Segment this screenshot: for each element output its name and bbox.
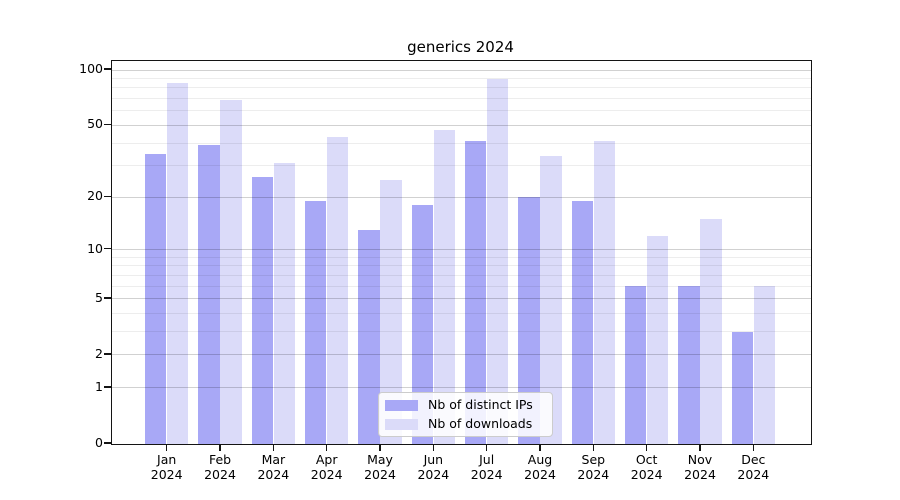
gridline-10	[112, 249, 811, 251]
x-tick-label-may: May 2024	[364, 452, 396, 482]
gridline-8	[112, 265, 811, 267]
y-tick-mark	[104, 123, 111, 126]
legend: Nb of distinct IPs Nb of downloads	[378, 392, 553, 437]
x-tick-mark	[485, 444, 488, 451]
x-tick-label-oct: Oct 2024	[630, 452, 663, 482]
bar-apr-ips	[305, 201, 327, 444]
x-tick-mark	[272, 444, 275, 451]
y-tick-mark	[104, 442, 111, 444]
bar-jul-ips	[465, 141, 487, 444]
gridline-30	[112, 165, 811, 167]
bar-nov-downloads	[700, 219, 722, 444]
bar-sep-downloads	[593, 141, 615, 444]
x-tick-label-apr: Apr 2024	[310, 452, 343, 482]
y-tick-mark	[104, 68, 111, 70]
bar-sep-ips	[571, 201, 594, 444]
bar-oct-ips	[625, 286, 647, 444]
y-tick-label-100: 100	[79, 61, 103, 77]
gridline-2	[112, 354, 811, 356]
y-tick-label-50: 50	[87, 116, 103, 132]
x-tick-mark	[325, 444, 328, 451]
gridline-6	[112, 285, 811, 287]
x-tick-mark	[432, 444, 435, 451]
bar-jun-ips	[411, 205, 434, 444]
legend-swatch-distinct-ips	[385, 399, 418, 411]
gridline-80	[112, 87, 811, 89]
gridline-9	[112, 256, 811, 258]
x-tick-mark	[539, 444, 541, 451]
bar-feb-ips	[198, 145, 220, 444]
legend-swatch-downloads	[385, 418, 418, 430]
gridline-70	[112, 98, 811, 100]
y-tick-label-2: 2	[95, 345, 103, 361]
bar-may-ips	[358, 230, 380, 444]
bar-feb-downloads	[220, 99, 242, 444]
gridline-40	[112, 142, 811, 144]
plot-area	[111, 60, 812, 445]
x-tick-label-mar: Mar 2024	[257, 452, 290, 482]
bar-aug-ips	[518, 197, 540, 444]
y-tick-mark	[104, 386, 111, 388]
x-tick-label-nov: Nov 2024	[684, 452, 716, 482]
bar-jun-downloads	[433, 130, 455, 444]
x-tick-label-jul: Jul 2024	[470, 452, 503, 482]
bar-jul-downloads	[486, 78, 509, 444]
x-tick-label-aug: Aug 2024	[524, 452, 556, 482]
bar-apr-downloads	[326, 137, 349, 444]
y-tick-mark	[104, 353, 111, 355]
y-tick-label-20: 20	[87, 188, 103, 204]
x-tick-mark	[379, 444, 381, 451]
bar-mar-ips	[251, 176, 274, 444]
gridline-60	[112, 110, 811, 112]
y-tick-mark	[104, 195, 111, 198]
legend-label-downloads: Nb of downloads	[428, 416, 533, 431]
x-tick-mark	[699, 444, 701, 451]
bar-jan-downloads	[166, 83, 189, 444]
x-tick-mark	[752, 444, 755, 451]
y-tick-label-10: 10	[87, 240, 103, 256]
y-tick-label-5: 5	[95, 289, 103, 305]
y-tick-mark	[104, 297, 111, 299]
y-tick-label-1: 1	[95, 378, 103, 394]
gridline-50	[112, 124, 811, 126]
bar-aug-downloads	[540, 155, 562, 444]
legend-row: Nb of downloads	[385, 416, 544, 432]
y-tick-mark	[104, 248, 111, 250]
gridline-5	[112, 298, 811, 300]
gridline-1	[112, 387, 811, 389]
x-tick-mark	[592, 444, 595, 451]
gridline-90	[112, 78, 811, 80]
x-tick-label-dec: Dec 2024	[737, 452, 770, 482]
gridline-7	[112, 275, 811, 277]
bar-dec-ips	[731, 331, 754, 444]
x-tick-label-sep: Sep 2024	[577, 452, 610, 482]
bar-dec-downloads	[753, 286, 775, 444]
y-tick-label-0: 0	[95, 435, 103, 450]
gridline-3	[112, 331, 811, 333]
x-tick-mark	[219, 444, 221, 451]
gridline-20	[112, 196, 811, 198]
legend-row: Nb of distinct IPs	[385, 397, 544, 413]
x-tick-mark	[645, 444, 648, 451]
x-tick-mark	[166, 444, 168, 451]
x-tick-label-feb: Feb 2024	[204, 452, 236, 482]
bar-oct-downloads	[646, 236, 669, 444]
chart-title: generics 2024	[407, 38, 514, 56]
bar-may-downloads	[380, 180, 402, 444]
bar-jan-ips	[145, 153, 167, 444]
legend-label-distinct-ips: Nb of distinct IPs	[428, 397, 533, 412]
bar-mar-downloads	[273, 163, 295, 444]
bar-nov-ips	[678, 286, 700, 444]
gridline-4	[112, 313, 811, 315]
x-tick-label-jun: Jun 2024	[417, 452, 450, 482]
gridline-100	[112, 69, 811, 71]
x-tick-label-jan: Jan 2024	[150, 452, 183, 482]
